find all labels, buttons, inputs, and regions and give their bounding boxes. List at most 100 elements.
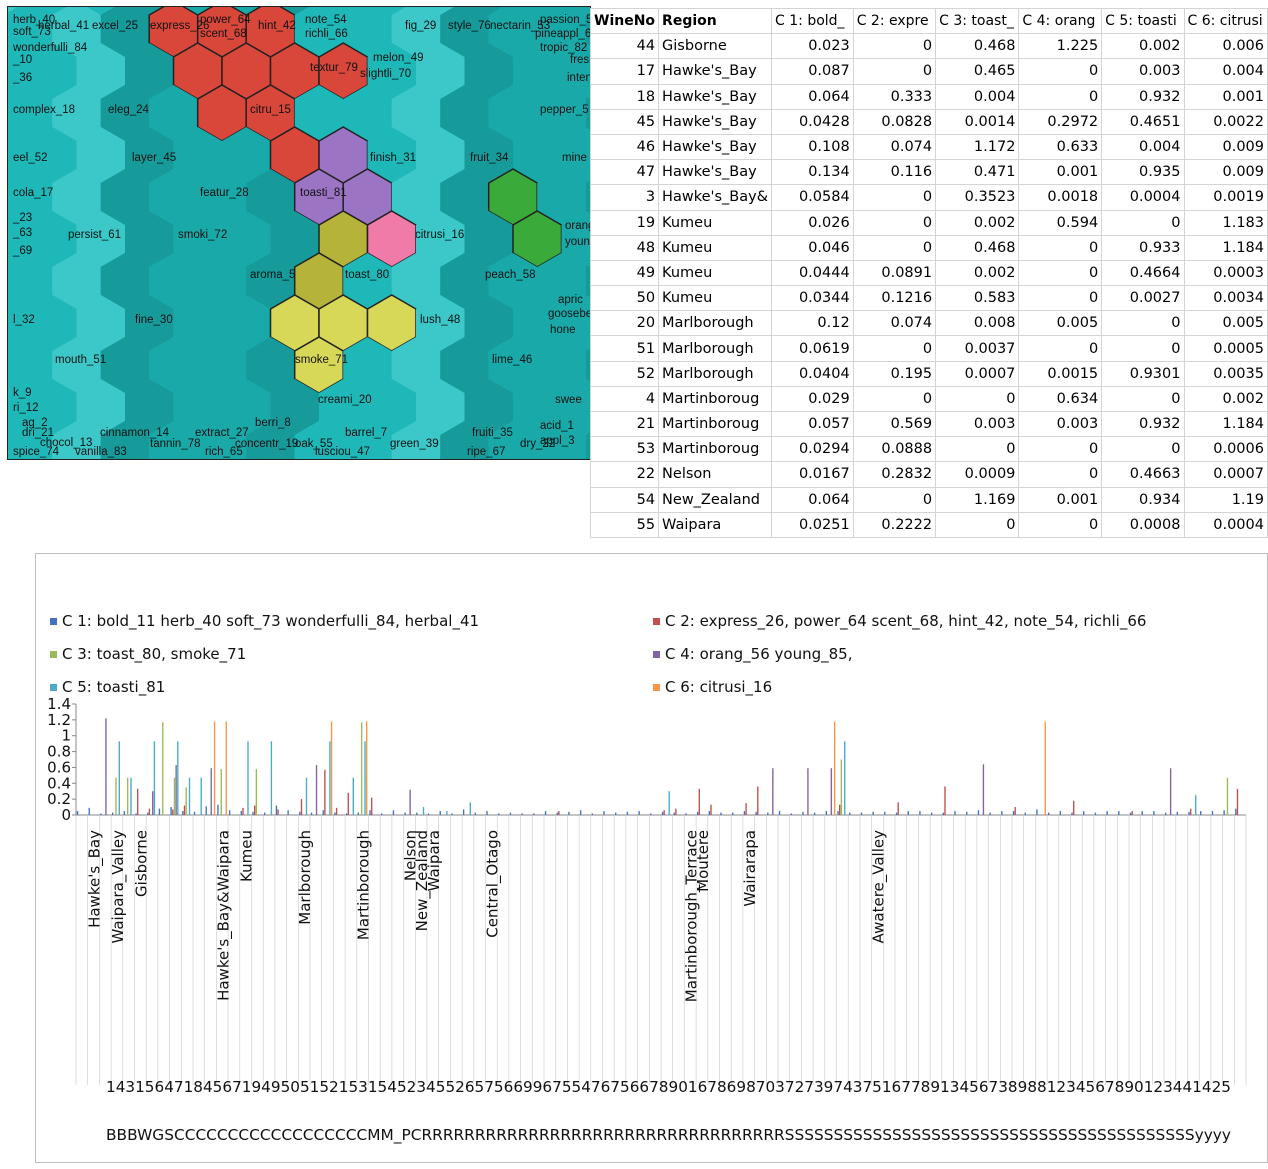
bar-c2 — [371, 797, 373, 815]
table-cell: 0.074 — [852, 310, 937, 337]
table-cell: 0.0027 — [1101, 285, 1185, 312]
table-cell: 45 — [589, 108, 660, 135]
bar-chart-svg: 00.20.40.60.811.21.4 Hawke's_Bay Waipara_V… — [47, 695, 1247, 1145]
som-label: citru_15 — [250, 104, 291, 116]
legend-swatch — [50, 651, 57, 658]
bar-c1 — [1129, 812, 1132, 815]
table-cell: 0.0006 — [1183, 436, 1268, 463]
som-label: _23 — [12, 212, 32, 224]
bar-c1 — [1083, 811, 1085, 815]
table-cell: Hawke's_Bay& — [658, 184, 773, 211]
bar-c5 — [270, 741, 273, 815]
som-label: spice_74 — [13, 446, 60, 458]
bar-c1 — [228, 810, 231, 815]
table-cell: 0 — [1018, 285, 1103, 312]
som-label: layer_45 — [132, 152, 176, 164]
som-hex — [8, 381, 28, 433]
som-label: fine_30 — [135, 314, 173, 326]
table-cell: 0.934 — [1101, 486, 1185, 513]
table-cell: 0.9301 — [1101, 360, 1185, 387]
bar-c1 — [966, 811, 968, 815]
region-label: Gisborne — [132, 830, 150, 897]
som-label: tannin_78 — [150, 438, 201, 450]
table-row: 53 Martinboroug 0.0294 0.0888 0 0 0 0.0006 — [589, 436, 1268, 463]
table-cell: 3 — [589, 184, 660, 211]
table-cell: 0.3523 — [935, 184, 1020, 211]
som-hex — [52, 337, 101, 393]
som-hex — [440, 253, 489, 309]
som-label: lusciou_47 — [315, 446, 370, 458]
som-label: goosebe — [548, 308, 590, 320]
table-cell: 0 — [1018, 234, 1103, 261]
table-cell: 0.465 — [935, 58, 1020, 85]
som-hex — [173, 127, 222, 183]
bar-c2 — [897, 802, 899, 815]
region-label: Hawke's_Bay&Waipara — [214, 830, 233, 1001]
table-header-cell: C 4: orang — [1018, 7, 1103, 35]
som-hex — [246, 337, 295, 393]
som-hex — [294, 85, 344, 141]
table-header-cell: C 6: citrusi — [1183, 7, 1268, 35]
som-hex — [488, 85, 538, 141]
som-hex — [537, 421, 586, 459]
som-hex — [391, 253, 441, 309]
y-tick-label: 0.8 — [47, 743, 71, 761]
som-hex — [270, 379, 319, 435]
table-row: 20 Marlborough 0.12 0.074 0.008 0.005 0 0.005 — [589, 310, 1268, 337]
bar-c3 — [185, 787, 187, 815]
bar-c1 — [954, 811, 956, 815]
table-cell: 0.046 — [771, 234, 854, 261]
bar-c1 — [696, 811, 699, 815]
som-label: fig_29 — [405, 20, 436, 32]
bar-c2 — [172, 809, 174, 815]
som-hex — [488, 337, 538, 393]
bar-c1 — [310, 812, 313, 815]
bar-c2 — [1073, 800, 1075, 815]
table-cell: 0 — [1101, 436, 1185, 463]
som-hex — [76, 211, 125, 267]
som-hex — [100, 85, 150, 141]
som-hex — [474, 7, 503, 15]
table-cell: 0.0828 — [852, 108, 937, 135]
som-hex — [197, 337, 247, 393]
table-cell: 1.184 — [1183, 234, 1268, 261]
table-cell: 0.0004 — [1101, 184, 1185, 211]
som-hex — [585, 264, 590, 298]
table-cell: 0.2972 — [1018, 108, 1103, 135]
bar-c1 — [240, 811, 243, 815]
som-label: apric — [558, 294, 583, 306]
som-hex — [76, 127, 125, 183]
table-cell: Hawke's_Bay — [658, 133, 773, 161]
som-label: swee — [555, 394, 582, 406]
bar-c1 — [989, 812, 991, 815]
table-cell: 0.057 — [771, 410, 854, 438]
som-hex — [523, 7, 552, 15]
bar-c5 — [118, 741, 120, 815]
som-label: style_76 — [448, 20, 491, 32]
legend-swatch — [653, 651, 660, 658]
bar-c1 — [76, 811, 79, 815]
bar-c1 — [849, 812, 851, 815]
bar-c1 — [708, 811, 711, 815]
table-cell: 0.0008 — [1101, 511, 1185, 538]
legend-swatch — [653, 684, 660, 691]
table-cell: 0.001 — [1018, 486, 1103, 513]
bar-c1 — [1012, 811, 1015, 815]
bar-c1 — [1223, 810, 1225, 815]
som-hex — [440, 169, 489, 225]
table-cell: 0.005 — [1183, 310, 1268, 337]
som-label: intens — [567, 72, 590, 84]
bar-c5 — [188, 777, 191, 815]
table-cell: 0.0167 — [771, 461, 854, 488]
bar-c1 — [147, 812, 149, 815]
som-label: acid_1 — [540, 420, 574, 432]
som-hex — [52, 421, 101, 459]
legend-swatch — [653, 618, 660, 625]
som-hex — [513, 43, 562, 99]
bar-c2 — [183, 805, 186, 815]
som-hex — [100, 7, 150, 57]
table-cell: 50 — [589, 285, 660, 312]
table-cell: 0.001 — [1018, 159, 1103, 186]
bar-c1 — [650, 813, 652, 815]
